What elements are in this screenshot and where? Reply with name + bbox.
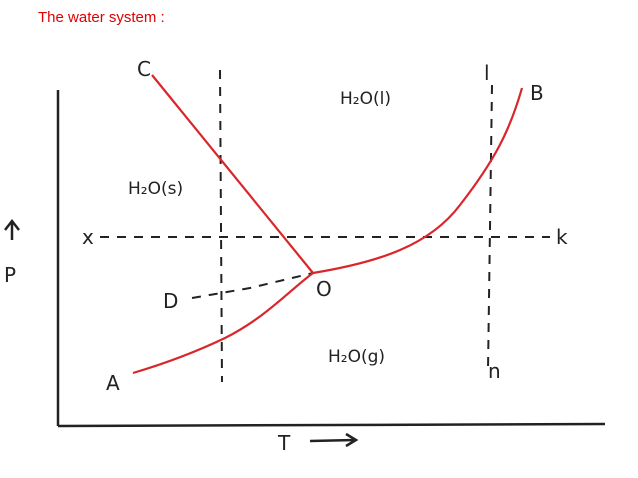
point-label: n xyxy=(488,359,501,383)
region-label: H₂O(s) xyxy=(128,179,183,199)
point-label: D xyxy=(163,289,178,313)
axis-label: T xyxy=(277,431,291,455)
point-label: k xyxy=(556,225,568,249)
point-label: x xyxy=(82,225,94,249)
p-arrow xyxy=(4,218,20,240)
point-label: C xyxy=(137,57,151,81)
vaporization-curve xyxy=(312,87,524,275)
point-label: l xyxy=(484,61,490,85)
point-label: A xyxy=(106,371,120,395)
axis-label: P xyxy=(4,263,16,287)
point-label: B xyxy=(530,81,544,105)
region-label: H₂O(g) xyxy=(328,347,385,367)
sublimation-curve xyxy=(132,272,314,375)
metastable-line xyxy=(191,272,314,299)
t-axis xyxy=(57,422,606,428)
axes xyxy=(4,90,606,448)
point-label: O xyxy=(316,277,332,301)
title: The water system : xyxy=(38,9,165,26)
vertical-guide xyxy=(487,84,493,371)
region-label: H₂O(l) xyxy=(340,89,391,109)
vertical-guide xyxy=(219,69,223,383)
t-arrow xyxy=(309,432,359,448)
guides xyxy=(100,69,550,383)
phase-curves xyxy=(132,74,524,375)
fusion-curve xyxy=(151,74,314,274)
